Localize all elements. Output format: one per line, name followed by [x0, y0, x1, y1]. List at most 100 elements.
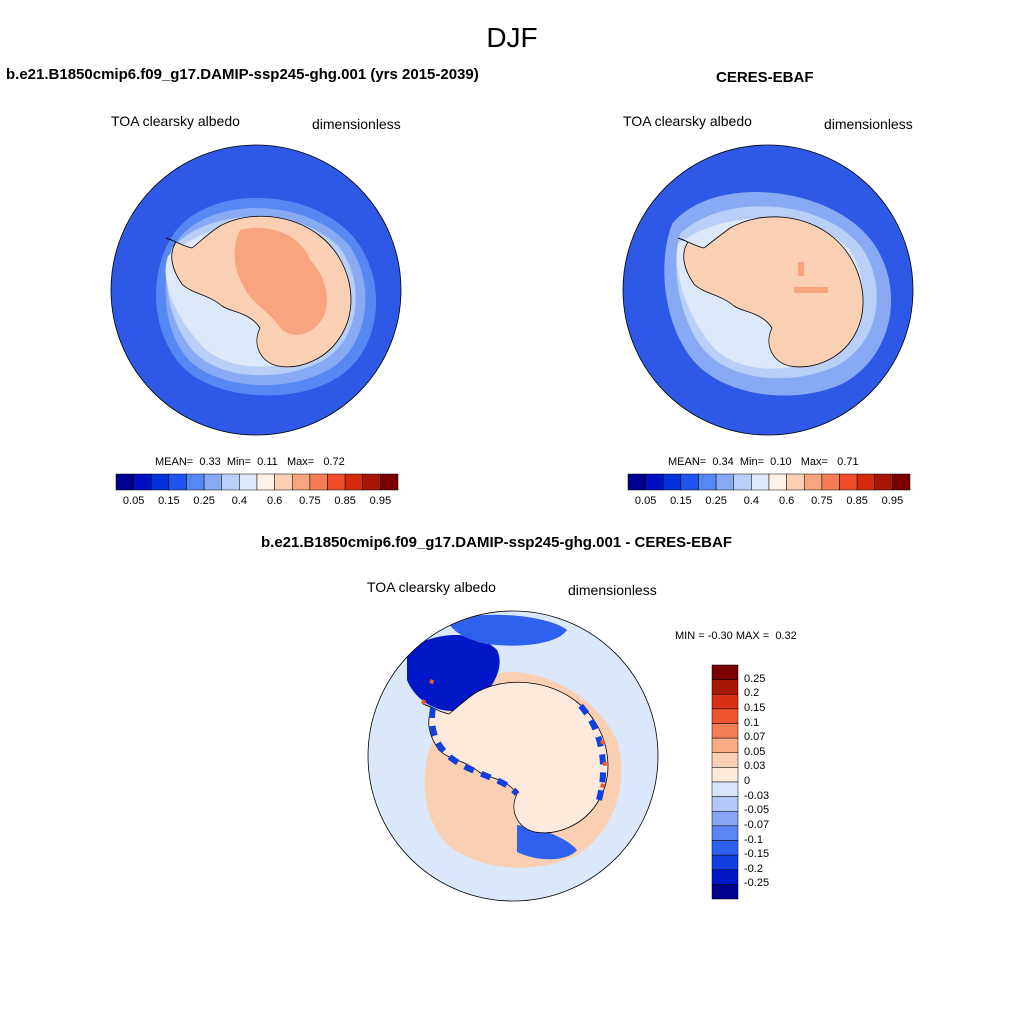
left-colorbar-tick: 0.75 — [299, 495, 321, 507]
right-colorbar-tick: 0.25 — [705, 495, 727, 507]
left-min-label: Min= — [226, 456, 252, 468]
diff-colorbar-ticks: 0.25 0.2 0.15 0.1 0.07 0.05 0.03 0 -0.03 -0.05 -0.… — [744, 665, 804, 899]
right-max-value: 0.71 — [837, 456, 859, 468]
left-colorbar-box — [327, 473, 346, 491]
diff-colorbar-box — [711, 752, 739, 768]
left-colorbar-tick: 0.6 — [266, 495, 283, 507]
right-colorbar-box — [892, 473, 911, 491]
left-max-label: Max= — [286, 456, 315, 468]
diff-colorbar-tick: -0.05 — [744, 804, 770, 817]
diff-colorbar-tick: 0.03 — [744, 760, 766, 773]
diff-max-value: 0.32 — [775, 630, 797, 642]
left-colorbar-tick: 0.25 — [193, 495, 215, 507]
right-min-label: Min= — [739, 456, 765, 468]
left-colorbar-tick: 0.4 — [231, 495, 248, 507]
diff-colorbar-box — [711, 708, 739, 724]
season-title: DJF — [486, 22, 538, 53]
diff-colorbar-tick: 0.1 — [744, 716, 760, 729]
left-colorbar-tick: 0.05 — [122, 495, 145, 507]
left-polar-map — [110, 144, 402, 436]
left-min-value: 0.11 — [257, 456, 278, 468]
right-colorbar-box — [645, 473, 664, 491]
right-colorbar-box — [856, 473, 875, 491]
diff-polar-map — [367, 610, 659, 902]
diff-panel-title: b.e21.B1850cmip6.f09_g17.DAMIP-ssp245-gh… — [261, 534, 732, 551]
diff-units-label: dimensionless — [568, 582, 657, 598]
left-colorbar-box — [362, 473, 381, 491]
right-colorbar-box — [751, 473, 770, 491]
diff-colorbar-box — [711, 694, 739, 710]
left-colorbar-box — [274, 473, 293, 491]
diff-min-value: -0.30 — [707, 630, 733, 642]
right-colorbar-tick: 0.6 — [778, 495, 795, 507]
right-plateau-patch — [794, 287, 828, 293]
left-colorbar-box — [168, 473, 187, 491]
right-colorbar-box — [627, 473, 646, 491]
right-colorbar-box — [715, 473, 734, 491]
left-colorbar-box — [186, 473, 205, 491]
diff-colorbar-box — [711, 884, 739, 900]
diff-colorbar-box — [711, 869, 739, 885]
left-stats: MEAN= 0.33 Min= 0.11 Max= 0.72 — [155, 456, 345, 468]
right-colorbar-tick: 0.95 — [881, 495, 904, 507]
left-colorbar-box — [292, 473, 311, 491]
diff-colorbar-box — [711, 781, 739, 797]
right-mean-label: MEAN= — [668, 456, 707, 468]
right-colorbar-box — [663, 473, 682, 491]
right-units-label: dimensionless — [824, 116, 913, 132]
diff-variable-label: TOA clearsky albedo — [367, 579, 496, 595]
diff-colorbar-box — [711, 796, 739, 812]
right-colorbar-box — [786, 473, 805, 491]
diff-colorbar-tick: 0.07 — [744, 731, 766, 744]
left-colorbar-box — [203, 473, 222, 491]
diff-colorbar-box — [711, 664, 739, 680]
right-colorbar-box — [768, 473, 787, 491]
diff-colorbar-box — [711, 723, 739, 739]
right-colorbar-box — [874, 473, 893, 491]
left-mean-value: 0.33 — [199, 456, 221, 468]
diff-colorbar-tick: -0.15 — [744, 848, 770, 861]
right-polar-map — [622, 144, 914, 436]
right-colorbar-box — [821, 473, 840, 491]
diff-colorbar-tick: 0.2 — [744, 687, 760, 700]
diff-colorbar — [711, 664, 739, 900]
right-colorbar-box — [698, 473, 717, 491]
right-colorbar-tick: 0.15 — [670, 495, 692, 507]
left-colorbar-ticks: 0.05 0.15 0.25 0.4 0.6 0.75 0.85 0.95 — [116, 495, 398, 509]
left-colorbar-tick: 0.85 — [334, 495, 356, 507]
diff-colorbar-box — [711, 840, 739, 856]
diff-coast-negative — [429, 699, 606, 801]
diff-colorbar-box — [711, 767, 739, 783]
diff-colorbar-box — [711, 679, 739, 695]
diff-coast-positive — [421, 669, 607, 801]
right-max-label: Max= — [800, 456, 828, 468]
right-colorbar-tick: 0.75 — [811, 495, 833, 507]
diff-min-label: MIN = — [675, 630, 705, 642]
right-colorbar-box — [680, 473, 699, 491]
left-colorbar — [115, 473, 399, 491]
diff-colorbar-tick: 0 — [744, 775, 751, 787]
right-colorbar-box — [733, 473, 752, 491]
left-colorbar-box — [256, 473, 275, 491]
diff-minmax: MIN = -0.30 MAX = 0.32 — [675, 630, 797, 642]
diff-negative-top — [447, 614, 567, 646]
diff-colorbar-tick: -0.03 — [744, 789, 770, 802]
right-stats: MEAN= 0.34 Min= 0.10 Max= 0.71 — [668, 456, 859, 468]
left-colorbar-tick: 0.15 — [158, 495, 180, 507]
right-colorbar-tick: 0.05 — [634, 495, 657, 507]
left-colorbar-box — [380, 473, 399, 491]
diff-negative-ross — [517, 825, 577, 860]
right-colorbar-tick: 0.85 — [846, 495, 868, 507]
diff-colorbar-box — [711, 825, 739, 841]
right-panel-title: CERES-EBAF — [716, 69, 814, 86]
diff-colorbar-tick: 0.25 — [744, 672, 766, 685]
right-colorbar-box — [839, 473, 858, 491]
diff-max-label: MAX = — [735, 630, 770, 642]
diff-colorbar-tick: -0.1 — [744, 833, 763, 846]
right-colorbar-box — [804, 473, 823, 491]
left-colorbar-box — [239, 473, 258, 491]
diff-colorbar-tick: 0.05 — [744, 745, 766, 758]
left-colorbar-box — [344, 473, 363, 491]
left-colorbar-box — [309, 473, 328, 491]
right-mean-value: 0.34 — [712, 456, 734, 468]
